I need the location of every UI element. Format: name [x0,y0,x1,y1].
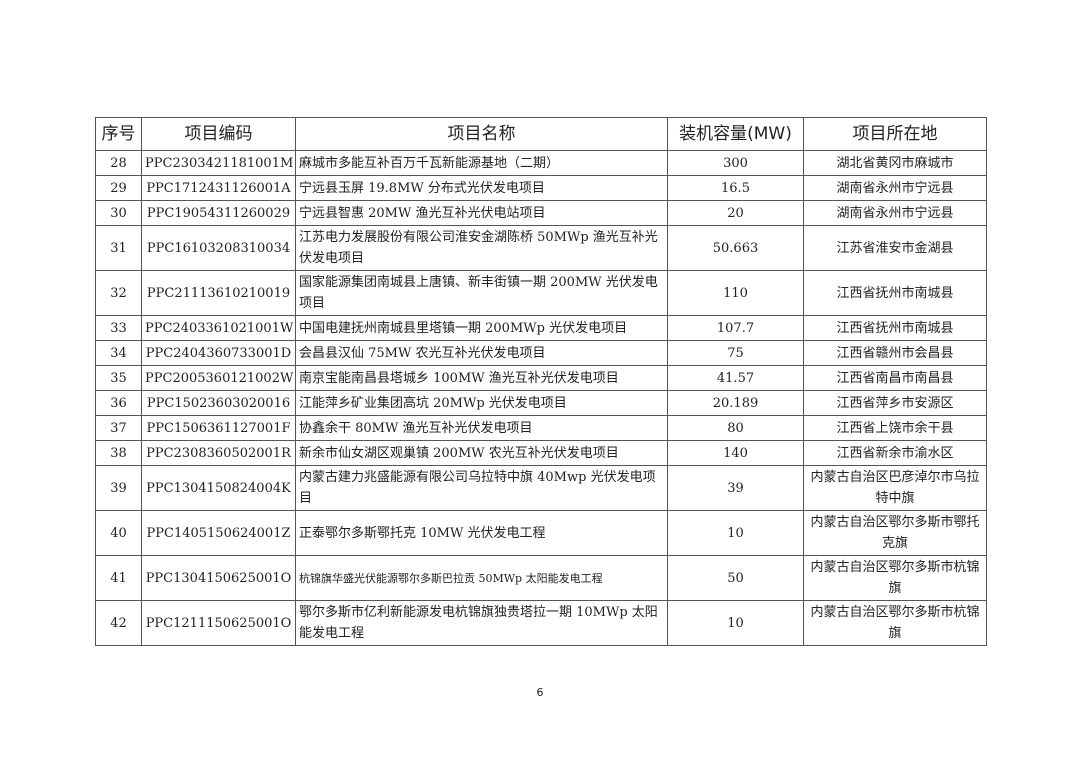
cell-name: 鄂尔多斯市亿利新能源发电杭锦旗独贵塔拉一期 10MWp 太阳能发电工程 [295,600,668,646]
cell-no: 31 [95,225,142,271]
cell-no: 37 [95,415,142,441]
cell-location: 湖南省永州市宁远县 [803,175,987,201]
cell-location: 内蒙古自治区鄂尔多斯市杭锦旗 [803,600,987,646]
cell-name: 麻城市多能互补百万千瓦新能源基地（二期） [295,150,668,176]
cell-name: 南京宝能南昌县塔城乡 100MW 渔光互补光伏发电项目 [295,365,668,391]
table-row: 34 PPC2404360733001D 会昌县汉仙 75MW 农光互补光伏发电项目… [95,340,987,366]
header-capacity: 装机容量(MW) [667,117,804,151]
cell-code: PPC1304150824004K [141,465,296,511]
cell-capacity: 75 [667,340,804,366]
cell-name: 江苏电力发展股份有限公司淮安金湖陈桥 50MWp 渔光互补光伏发电项目 [295,225,668,271]
cell-capacity: 41.57 [667,365,804,391]
cell-location: 湖北省黄冈市麻城市 [803,150,987,176]
cell-capacity: 107.7 [667,315,804,341]
cell-no: 30 [95,200,142,226]
cell-code: PPC1304150625001O [141,555,296,601]
table-row: 38 PPC2308360502001R 新余市仙女湖区观巢镇 200MW 农光互补… [95,440,987,466]
cell-code: PPC2403361021001W [141,315,296,341]
cell-code: PPC21113610210019 [141,270,296,316]
table-row: 33 PPC2403361021001W 中国电建抚州南城县里塔镇一期 200MWp… [95,315,987,341]
table-row: 28 PPC2303421181001M 麻城市多能互补百万千瓦新能源基地（二期） 3… [95,150,987,176]
cell-no: 34 [95,340,142,366]
table-row: 37 PPC1506361127001F 协鑫余干 80MW 渔光互补光伏发电项目 8… [95,415,987,441]
cell-name: 内蒙古建力兆盛能源有限公司乌拉特中旗 40Mwp 光伏发电项目 [295,465,668,511]
cell-location: 内蒙古自治区巴彦淖尔市乌拉特中旗 [803,465,987,511]
cell-location: 内蒙古自治区鄂尔多斯市鄂托克旗 [803,510,987,556]
cell-capacity: 80 [667,415,804,441]
cell-name: 杭锦旗华盛光伏能源鄂尔多斯巴拉贡 50MWp 太阳能发电工程 [295,555,668,601]
cell-location: 湖南省永州市宁远县 [803,200,987,226]
page-number: 6 [536,686,544,699]
cell-no: 39 [95,465,142,511]
cell-code: PPC2005360121002W [141,365,296,391]
cell-capacity: 50.663 [667,225,804,271]
cell-capacity: 10 [667,510,804,556]
header-code: 项目编码 [141,117,296,151]
cell-location: 江西省赣州市会昌县 [803,340,987,366]
cell-no: 42 [95,600,142,646]
cell-capacity: 10 [667,600,804,646]
table-row: 31 PPC16103208310034 江苏电力发展股份有限公司淮安金湖陈桥 50… [95,225,987,271]
header-location: 项目所在地 [803,117,987,151]
table-row: 36 PPC15023603020016 江能萍乡矿业集团高坑 20MWp 光伏发电… [95,390,987,416]
table-header-row: 序号 项目编码 项目名称 装机容量(MW) 项目所在地 [95,117,987,151]
cell-capacity: 50 [667,555,804,601]
cell-name: 江能萍乡矿业集团高坑 20MWp 光伏发电项目 [295,390,668,416]
cell-capacity: 39 [667,465,804,511]
cell-location: 内蒙古自治区鄂尔多斯市杭锦旗 [803,555,987,601]
cell-location: 江西省新余市渝水区 [803,440,987,466]
cell-no: 28 [95,150,142,176]
cell-capacity: 20 [667,200,804,226]
cell-name: 宁远县玉屏 19.8MW 分布式光伏发电项目 [295,175,668,201]
cell-capacity: 140 [667,440,804,466]
cell-no: 35 [95,365,142,391]
table-row: 35 PPC2005360121002W 南京宝能南昌县塔城乡 100MW 渔光互补… [95,365,987,391]
cell-code: PPC15023603020016 [141,390,296,416]
cell-code: PPC1405150624001Z [141,510,296,556]
cell-name: 会昌县汉仙 75MW 农光互补光伏发电项目 [295,340,668,366]
table-row: 42 PPC1211150625001O 鄂尔多斯市亿利新能源发电杭锦旗独贵塔拉一期… [95,600,987,646]
cell-no: 38 [95,440,142,466]
cell-code: PPC1506361127001F [141,415,296,441]
cell-no: 29 [95,175,142,201]
cell-name: 中国电建抚州南城县里塔镇一期 200MWp 光伏发电项目 [295,315,668,341]
cell-location: 江西省上饶市余干县 [803,415,987,441]
cell-code: PPC19054311260029 [141,200,296,226]
cell-code: PPC1712431126001A [141,175,296,201]
cell-code: PPC1211150625001O [141,600,296,646]
cell-location: 江西省抚州市南城县 [803,315,987,341]
project-table: 序号 项目编码 项目名称 装机容量(MW) 项目所在地 28 PPC2303421… [95,117,987,646]
cell-name: 国家能源集团南城县上唐镇、新丰街镇一期 200MW 光伏发电项目 [295,270,668,316]
cell-capacity: 16.5 [667,175,804,201]
table-row: 29 PPC1712431126001A 宁远县玉屏 19.8MW 分布式光伏发电项… [95,175,987,201]
cell-location: 江苏省淮安市金湖县 [803,225,987,271]
cell-no: 41 [95,555,142,601]
cell-name: 宁远县智惠 20MW 渔光互补光伏电站项目 [295,200,668,226]
cell-location: 江西省抚州市南城县 [803,270,987,316]
cell-name: 协鑫余干 80MW 渔光互补光伏发电项目 [295,415,668,441]
cell-capacity: 20.189 [667,390,804,416]
cell-no: 40 [95,510,142,556]
table-row: 32 PPC21113610210019 国家能源集团南城县上唐镇、新丰街镇一期 2… [95,270,987,316]
cell-code: PPC2308360502001R [141,440,296,466]
cell-no: 33 [95,315,142,341]
cell-no: 36 [95,390,142,416]
table-row: 39 PPC1304150824004K 内蒙古建力兆盛能源有限公司乌拉特中旗 40… [95,465,987,511]
table-row: 30 PPC19054311260029 宁远县智惠 20MW 渔光互补光伏电站项目… [95,200,987,226]
cell-capacity: 110 [667,270,804,316]
cell-code: PPC2404360733001D [141,340,296,366]
cell-name: 正泰鄂尔多斯鄂托克 10MW 光伏发电工程 [295,510,668,556]
table-row: 41 PPC1304150625001O 杭锦旗华盛光伏能源鄂尔多斯巴拉贡 50MW… [95,555,987,601]
cell-capacity: 300 [667,150,804,176]
cell-code: PPC2303421181001M [141,150,296,176]
header-name: 项目名称 [295,117,668,151]
cell-location: 江西省萍乡市安源区 [803,390,987,416]
header-no: 序号 [95,117,142,151]
cell-code: PPC16103208310034 [141,225,296,271]
cell-name: 新余市仙女湖区观巢镇 200MW 农光互补光伏发电项目 [295,440,668,466]
cell-no: 32 [95,270,142,316]
table-row: 40 PPC1405150624001Z 正泰鄂尔多斯鄂托克 10MW 光伏发电工程… [95,510,987,556]
cell-location: 江西省南昌市南昌县 [803,365,987,391]
